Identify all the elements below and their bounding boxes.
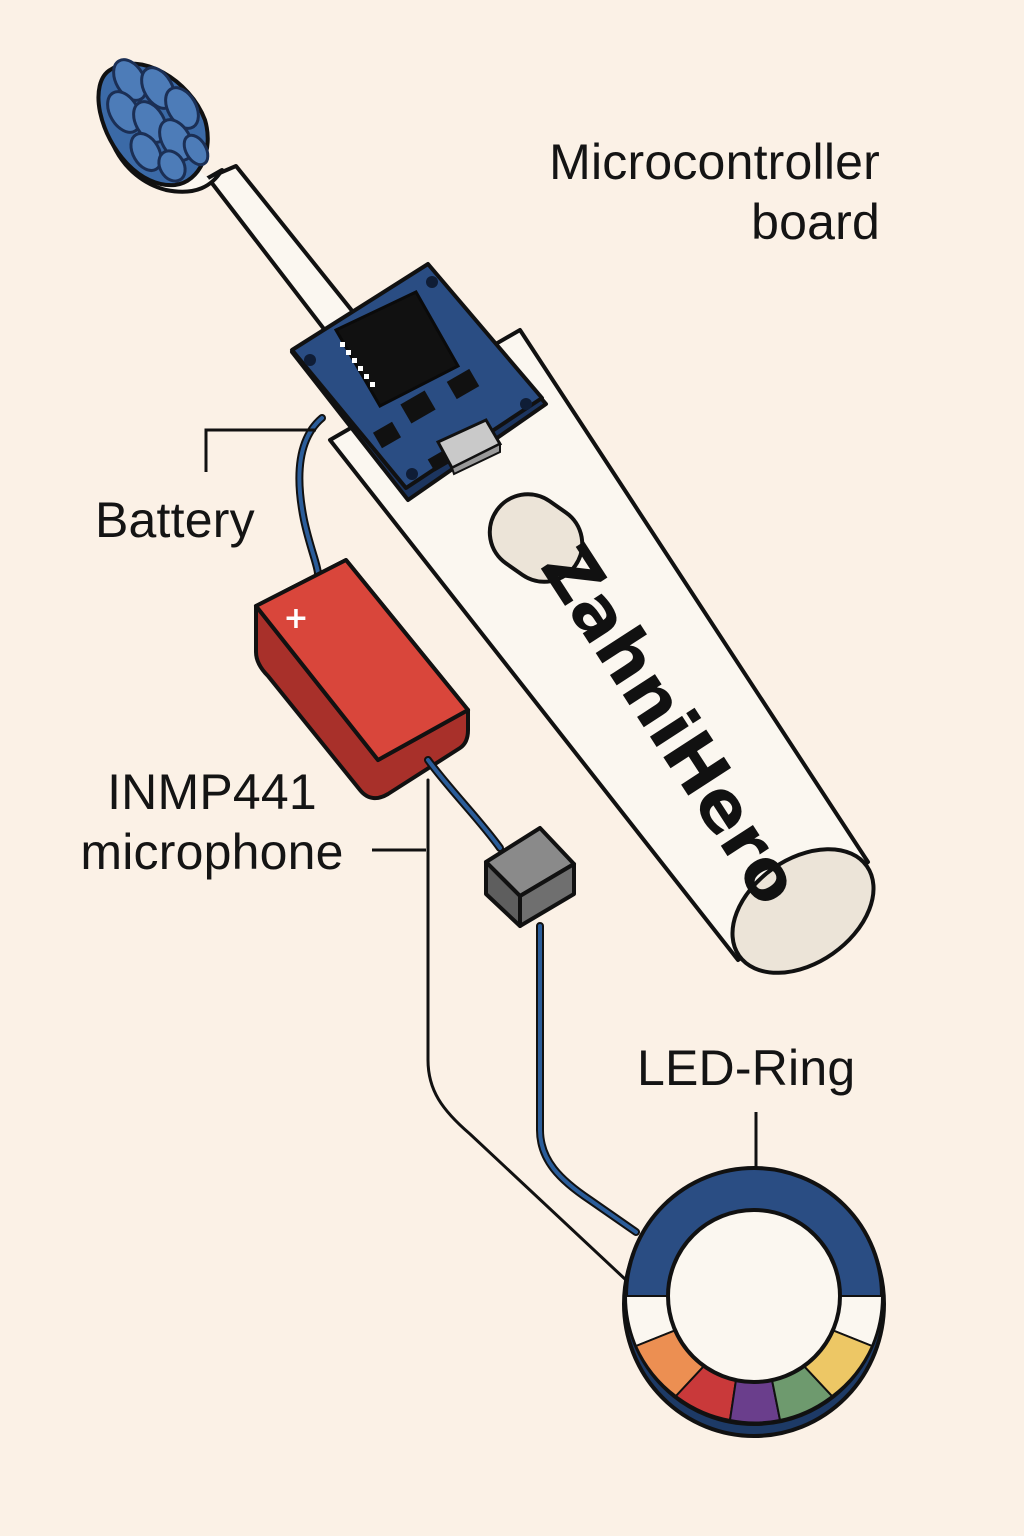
toothbrush-head [96, 58, 210, 188]
led-ring-label: LED-Ring [637, 1040, 856, 1096]
microcontroller-label-line2: board [751, 194, 880, 250]
microcontroller-label-line1: Microcontroller [549, 134, 880, 190]
battery-plus-symbol: + [283, 601, 308, 636]
microphone-label-line1: INMP441 [107, 764, 317, 820]
microphone-label: INMP441 microphone [62, 762, 362, 882]
microphone-label-line2: microphone [80, 824, 344, 880]
battery-icon: + [254, 558, 470, 801]
battery-label: Battery [95, 492, 255, 548]
toothbrush-body [328, 328, 876, 975]
led-ring-icon [622, 1166, 886, 1438]
connector-block-icon [484, 826, 576, 928]
microcontroller-label: Microcontroller board [549, 132, 880, 252]
microcontroller-board [290, 262, 548, 502]
battery-leader-line [204, 428, 316, 472]
